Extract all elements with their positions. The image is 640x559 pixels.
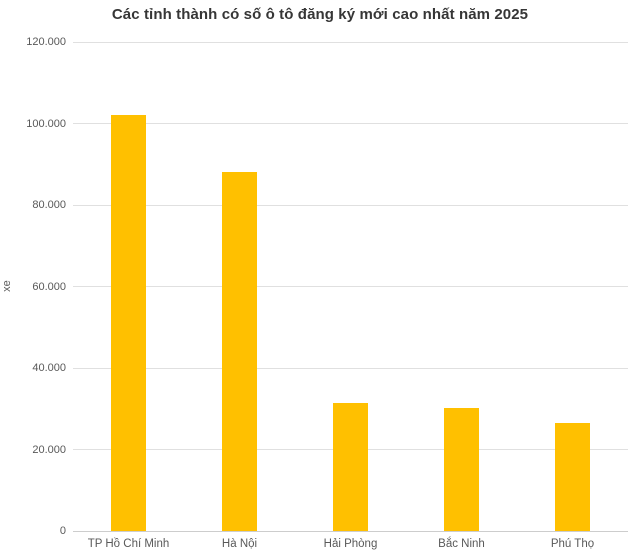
- y-tick-label: 80.000: [32, 199, 66, 211]
- bar: [333, 403, 368, 531]
- bar: [555, 422, 590, 531]
- y-tick-label: 0: [59, 525, 66, 537]
- gridline: [73, 204, 628, 206]
- y-tick-label: 20.000: [32, 443, 66, 456]
- chart-title: Các tỉnh thành có số ô tô đăng ký mới ca…: [111, 6, 529, 23]
- x-axis-line: [73, 530, 628, 532]
- x-tick-label: Phú Thọ: [550, 538, 595, 550]
- x-tick-label: Hà Nội: [221, 538, 258, 550]
- gridline: [73, 367, 628, 369]
- x-tick-label: Bắc Ninh: [438, 538, 485, 550]
- x-tick-label: Hải Phòng: [323, 538, 378, 550]
- x-tick-label: TP Hồ Chí Minh: [87, 538, 170, 550]
- bar: [444, 407, 479, 531]
- y-tick-label: 60.000: [32, 280, 66, 293]
- bar: [222, 172, 257, 531]
- gridline: [73, 286, 628, 287]
- y-tick-label: 100.000: [26, 117, 66, 130]
- gridline: [73, 41, 628, 43]
- gridline: [73, 123, 628, 124]
- y-tick-label: 120.000: [26, 36, 66, 48]
- bar: [111, 115, 146, 531]
- y-tick-label: 40.000: [32, 362, 66, 374]
